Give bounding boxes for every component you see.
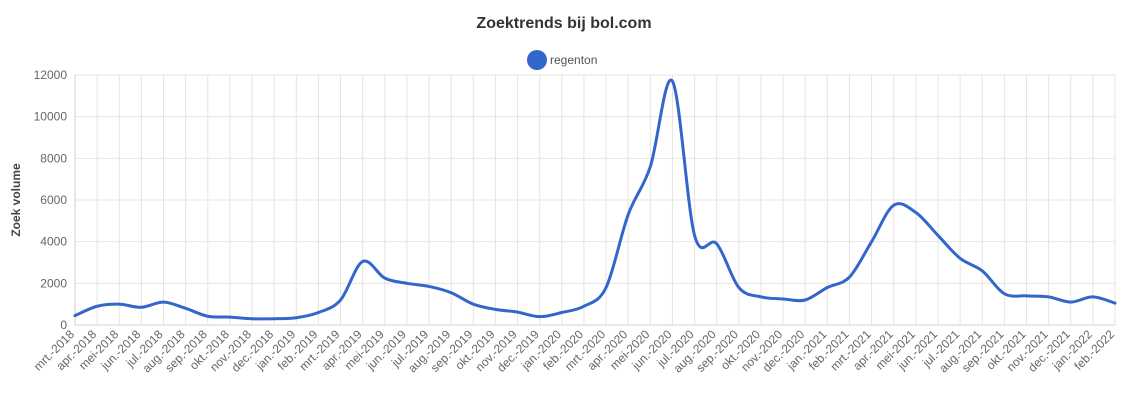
data-point[interactable]	[978, 267, 986, 275]
data-point[interactable]	[93, 302, 101, 310]
data-point[interactable]	[491, 305, 499, 313]
legend[interactable]: regenton	[527, 50, 597, 70]
data-point[interactable]	[779, 295, 787, 303]
data-point[interactable]	[337, 296, 345, 304]
series-group	[71, 77, 1119, 323]
data-point[interactable]	[182, 304, 190, 312]
data-point[interactable]	[1111, 299, 1119, 307]
data-point[interactable]	[823, 284, 831, 292]
data-point[interactable]	[1000, 290, 1008, 298]
data-point[interactable]	[359, 257, 367, 265]
data-point[interactable]	[270, 315, 278, 323]
data-point[interactable]	[204, 312, 212, 320]
data-point[interactable]	[425, 282, 433, 290]
data-point[interactable]	[137, 303, 145, 311]
data-point[interactable]	[845, 273, 853, 281]
data-point[interactable]	[868, 238, 876, 246]
legend-swatch-regenton	[527, 50, 547, 70]
y-tick-label: 2000	[40, 276, 67, 290]
data-point[interactable]	[558, 309, 566, 317]
data-point[interactable]	[447, 289, 455, 297]
y-axis-title: Zoek volume	[9, 163, 23, 237]
y-tick-label: 8000	[40, 151, 67, 165]
y-tick-label: 6000	[40, 193, 67, 207]
data-point[interactable]	[668, 77, 676, 85]
gridlines	[74, 74, 1116, 326]
data-point[interactable]	[469, 300, 477, 308]
data-point[interactable]	[801, 296, 809, 304]
y-tick-label: 0	[60, 318, 67, 332]
y-tick-label: 4000	[40, 235, 67, 249]
data-point[interactable]	[403, 279, 411, 287]
data-point[interactable]	[1089, 293, 1097, 301]
data-point[interactable]	[934, 231, 942, 239]
data-point[interactable]	[890, 201, 898, 209]
data-point[interactable]	[226, 313, 234, 321]
y-tick-label: 10000	[34, 110, 68, 124]
data-point[interactable]	[381, 274, 389, 282]
data-point[interactable]	[292, 314, 300, 322]
data-point[interactable]	[1067, 298, 1075, 306]
data-point[interactable]	[514, 308, 522, 316]
data-point[interactable]	[580, 302, 588, 310]
data-point[interactable]	[1045, 293, 1053, 301]
data-point[interactable]	[912, 209, 920, 217]
y-tick-label: 12000	[34, 68, 68, 82]
data-point[interactable]	[757, 293, 765, 301]
data-point[interactable]	[1022, 292, 1030, 300]
data-point[interactable]	[160, 298, 168, 306]
data-point[interactable]	[536, 313, 544, 321]
data-point[interactable]	[646, 163, 654, 171]
chart-title: Zoektrends bij bol.com	[476, 15, 651, 32]
data-point[interactable]	[71, 312, 79, 320]
data-point[interactable]	[956, 254, 964, 262]
data-point[interactable]	[115, 300, 123, 308]
series-line-regenton	[73, 78, 1117, 321]
legend-label-regenton: regenton	[550, 53, 597, 67]
data-point[interactable]	[602, 284, 610, 292]
data-point[interactable]	[314, 309, 322, 317]
data-point[interactable]	[624, 211, 632, 219]
data-point[interactable]	[248, 315, 256, 323]
data-point[interactable]	[713, 240, 721, 248]
data-point[interactable]	[735, 284, 743, 292]
data-point[interactable]	[691, 231, 699, 239]
x-axis-ticks: mrt.-2018apr.-2018mei-2018jun.-2018jul.-…	[31, 327, 1117, 375]
y-axis-ticks: 0 2000 4000 6000 8000 10000 12000	[34, 68, 68, 332]
